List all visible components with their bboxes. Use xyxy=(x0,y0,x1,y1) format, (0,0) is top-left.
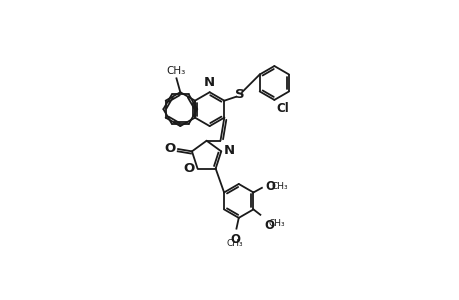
Text: N: N xyxy=(223,144,234,157)
Text: CH₃: CH₃ xyxy=(270,182,287,191)
Text: CH₃: CH₃ xyxy=(268,219,285,228)
Text: CH₃: CH₃ xyxy=(167,66,186,76)
Text: O: O xyxy=(265,180,275,193)
Text: N: N xyxy=(204,76,215,89)
Text: O: O xyxy=(164,142,175,155)
Text: O: O xyxy=(183,162,194,175)
Text: O: O xyxy=(263,219,274,232)
Text: CH₃: CH₃ xyxy=(226,239,243,248)
Text: Cl: Cl xyxy=(276,102,289,115)
Text: S: S xyxy=(235,88,244,101)
Text: O: O xyxy=(230,233,240,246)
